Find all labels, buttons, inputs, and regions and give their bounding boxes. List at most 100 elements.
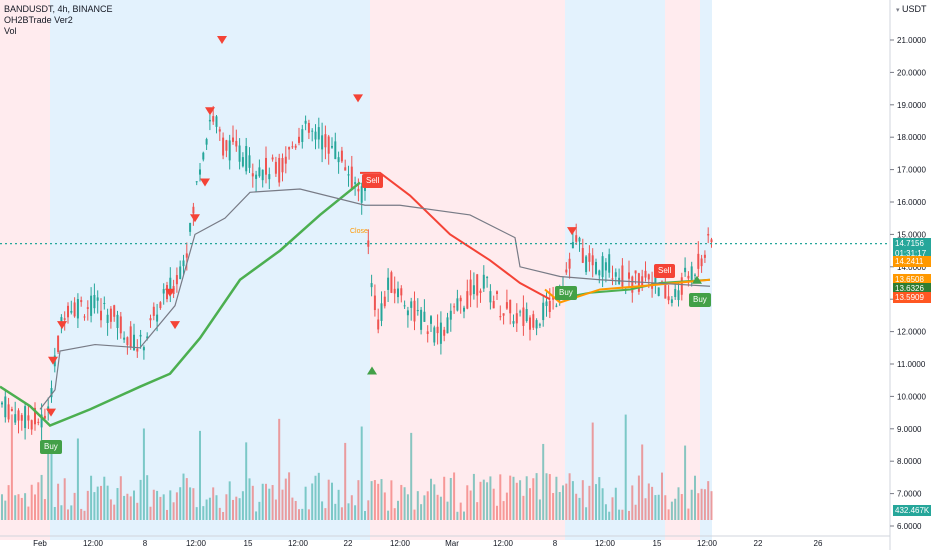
candle-body xyxy=(162,289,165,294)
volume-name[interactable]: Vol xyxy=(4,26,17,36)
volume-bar xyxy=(604,504,607,520)
candle-body xyxy=(149,318,152,321)
volume-bar xyxy=(7,485,10,520)
volume-bar xyxy=(307,509,310,520)
time-tick-label: Feb xyxy=(33,539,47,548)
candle-body xyxy=(304,120,307,124)
candle-body xyxy=(152,306,155,316)
candle-body xyxy=(113,305,116,317)
candle-body xyxy=(133,334,135,351)
candle-body xyxy=(538,324,541,326)
candle-body xyxy=(307,122,310,133)
volume-bar xyxy=(657,494,660,520)
volume-bar xyxy=(321,501,324,520)
candle-body xyxy=(301,129,304,142)
chart-legend: BANDUSDT, 4h, BINANCE OH2BTrade Ver2 Vol xyxy=(4,4,113,37)
volume-bar xyxy=(139,479,142,520)
candle-body xyxy=(40,414,43,428)
volume-bar xyxy=(568,473,571,520)
volume-bar xyxy=(73,492,76,520)
volume-bar xyxy=(453,472,456,520)
volume-bar xyxy=(334,503,337,520)
sell-arrow-icon xyxy=(165,288,175,297)
candle-body xyxy=(499,316,502,318)
volume-bar xyxy=(76,438,79,520)
candle-body xyxy=(436,326,439,334)
candle-body xyxy=(238,145,241,162)
candle-body xyxy=(4,396,7,418)
candle-body xyxy=(274,161,277,174)
volume-bar xyxy=(591,422,594,520)
candle-body xyxy=(354,182,357,184)
volume-bar xyxy=(347,503,350,520)
volume-bar xyxy=(670,501,673,520)
candle-body xyxy=(245,146,248,172)
candle-body xyxy=(109,308,112,322)
indicator-name[interactable]: OH2BTrade Ver2 xyxy=(4,15,73,25)
candle-body xyxy=(479,290,482,293)
candle-body xyxy=(486,277,489,279)
candle-body xyxy=(601,256,604,278)
sell-arrow-icon xyxy=(353,94,363,103)
candle-body xyxy=(433,327,436,343)
candle-body xyxy=(324,134,327,148)
candle-body xyxy=(591,255,594,266)
candle-body xyxy=(63,318,66,320)
volume-bar xyxy=(222,511,225,520)
volume-bar xyxy=(393,508,396,520)
time-tick-label: 12:00 xyxy=(186,539,207,548)
volume-bar xyxy=(499,474,502,520)
candle-body xyxy=(340,150,343,162)
time-tick-label: 12:00 xyxy=(493,539,514,548)
ma-red-line xyxy=(360,171,551,301)
candle-body xyxy=(57,335,60,353)
volume-bar xyxy=(106,485,109,520)
candle-body xyxy=(169,277,172,295)
volume-bar xyxy=(595,484,597,520)
candle-body xyxy=(215,116,218,127)
volume-bar xyxy=(449,477,452,520)
time-tick-label: 15 xyxy=(244,539,253,548)
candle-body xyxy=(469,279,472,296)
candle-body xyxy=(291,146,294,148)
volume-bar xyxy=(598,477,601,520)
volume-bar xyxy=(218,507,221,520)
candle-body xyxy=(27,415,30,421)
candle-body xyxy=(139,334,142,337)
volume-bar xyxy=(509,475,512,520)
price-tick-label: 20.0000 xyxy=(897,68,926,77)
candle-body xyxy=(103,302,106,304)
volume-bar xyxy=(479,481,482,520)
candle-body xyxy=(700,258,703,267)
volume-bar xyxy=(149,506,152,520)
candle-body xyxy=(156,314,159,322)
candle-body xyxy=(100,310,102,321)
volume-bar xyxy=(103,476,106,520)
volume-bar xyxy=(624,414,627,520)
volume-bar xyxy=(637,475,640,520)
price-tick-label: 7.0000 xyxy=(897,490,922,499)
candle-body xyxy=(60,317,63,323)
volume-bar xyxy=(674,498,677,520)
volume-bar xyxy=(350,495,353,520)
price-tick-label: 14.0000 xyxy=(897,263,926,272)
buy-arrow-icon xyxy=(692,275,702,284)
volume-bar xyxy=(463,511,465,520)
volume-bar xyxy=(459,502,462,520)
volume-bar xyxy=(241,491,244,520)
candle-body xyxy=(80,300,83,303)
candle-body xyxy=(344,167,347,171)
symbol-title[interactable]: BANDUSDT, 4h, BINANCE xyxy=(4,4,113,14)
volume-bar xyxy=(469,490,472,520)
candle-body xyxy=(192,206,195,214)
volume-bar xyxy=(116,488,119,520)
candle-body xyxy=(575,235,578,242)
candle-body xyxy=(690,266,693,280)
volume-bar xyxy=(621,509,624,520)
volume-bar xyxy=(228,481,231,520)
candle-body xyxy=(456,298,459,311)
currency-label[interactable]: ▾ USDT xyxy=(896,4,927,14)
volume-bar xyxy=(420,504,423,520)
price-axis-label: 13.6508 xyxy=(893,274,931,285)
